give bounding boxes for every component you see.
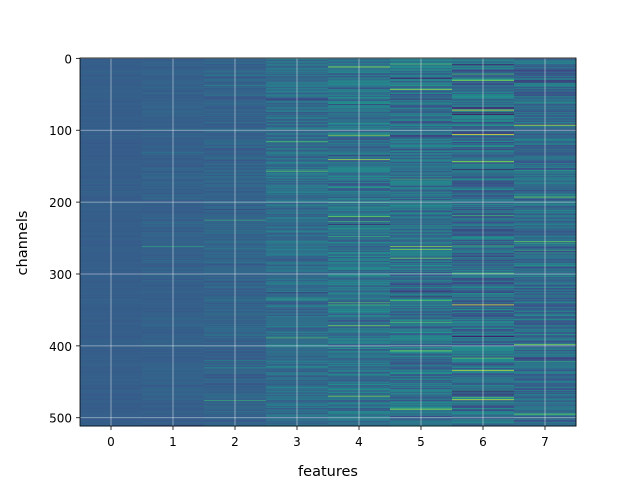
y-axis-label: channels	[15, 211, 31, 276]
y-tick-label: 400	[49, 340, 72, 354]
x-axis-ticks: 0 1 2 3 4 5 6 7	[107, 426, 549, 449]
x-axis-label: features	[298, 464, 358, 480]
x-tick-label: 7	[541, 435, 549, 449]
y-tick-label: 0	[64, 52, 72, 66]
grid-lines	[80, 57, 576, 426]
x-tick-label: 2	[231, 435, 239, 449]
x-tick-label: 4	[355, 435, 363, 449]
y-tick-label: 300	[49, 268, 72, 282]
y-tick-label: 200	[49, 196, 72, 210]
y-tick-label: 500	[49, 412, 72, 426]
x-tick-label: 3	[293, 435, 301, 449]
y-tick-label: 100	[49, 124, 72, 138]
x-tick-label: 1	[169, 435, 177, 449]
heatmap-cells	[80, 58, 577, 427]
x-tick-label: 0	[107, 435, 115, 449]
y-axis-ticks: 0 100 200 300 400 500	[49, 52, 80, 426]
x-tick-label: 5	[417, 435, 425, 449]
plot-frame	[79, 57, 577, 427]
x-tick-label: 6	[479, 435, 487, 449]
